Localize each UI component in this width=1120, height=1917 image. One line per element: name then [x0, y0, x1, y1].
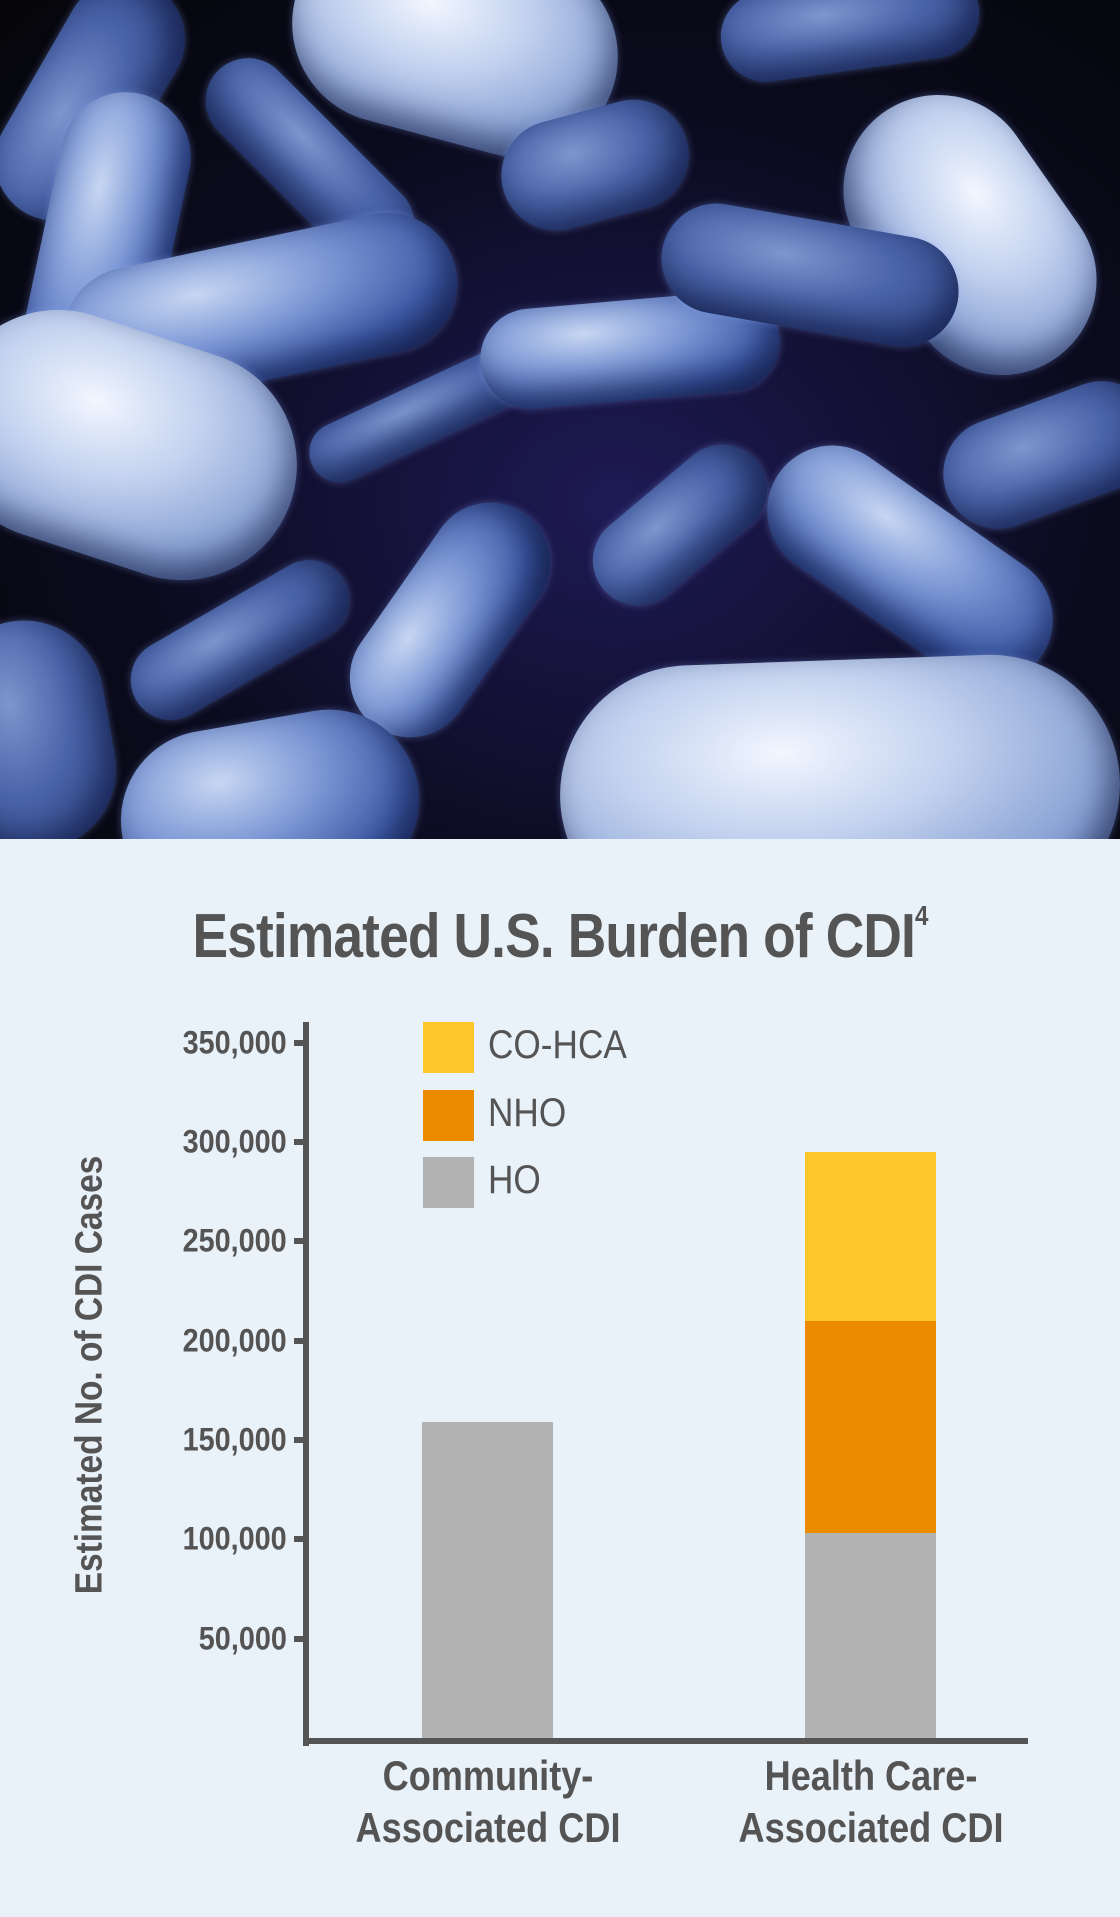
y-tick-label: 50,000 [198, 1620, 287, 1657]
y-tick [294, 1337, 306, 1344]
y-tick [294, 1039, 306, 1046]
bar-segment-nho [805, 1320, 936, 1534]
y-tick-label: 250,000 [182, 1222, 287, 1259]
y-tick [294, 1437, 306, 1443]
legend-label-nho: NHO [488, 1091, 567, 1135]
bacteria-header-image [0, 0, 1120, 839]
y-axis-line [303, 1022, 309, 1746]
y-tick [294, 1139, 306, 1145]
legend-label-ho: HO [488, 1158, 541, 1202]
bar-segment-ho [805, 1533, 936, 1738]
x-category-label-line: Associated CDI [738, 1804, 1003, 1851]
y-tick [294, 1635, 306, 1642]
y-tick-label: 200,000 [182, 1322, 287, 1359]
y-tick [294, 1536, 306, 1543]
y-tick-label: 300,000 [182, 1123, 287, 1160]
y-tick [294, 1238, 306, 1245]
y-tick-label: 150,000 [182, 1421, 287, 1458]
x-category-label-line: Health Care- [764, 1752, 977, 1799]
chart-title: Estimated U.S. Burden of CDI4 [78, 900, 1041, 972]
legend-swatch-co-hca [423, 1022, 474, 1073]
legend-swatch-nho [423, 1090, 474, 1141]
bar-segment-ho [422, 1422, 553, 1738]
y-axis-label: Estimated No. of CDI Cases [68, 1155, 111, 1595]
x-category-label-line: Associated CDI [355, 1804, 620, 1851]
y-tick-label: 350,000 [182, 1024, 287, 1061]
x-axis-line [303, 1738, 1028, 1744]
citation-superscript: 4 [914, 900, 928, 931]
x-category-label: Health Care- Associated CDI [699, 1750, 1043, 1854]
legend-swatch-ho [423, 1157, 474, 1208]
bar-segment-co-hca [805, 1151, 936, 1321]
x-category-label-line: Community- [382, 1752, 593, 1799]
chart-title-text: Estimated U.S. Burden of CDI [192, 902, 915, 971]
x-category-label: Community- Associated CDI [316, 1750, 660, 1854]
legend-label-co-hca: CO-HCA [488, 1023, 627, 1067]
y-tick-label: 100,000 [182, 1520, 287, 1557]
